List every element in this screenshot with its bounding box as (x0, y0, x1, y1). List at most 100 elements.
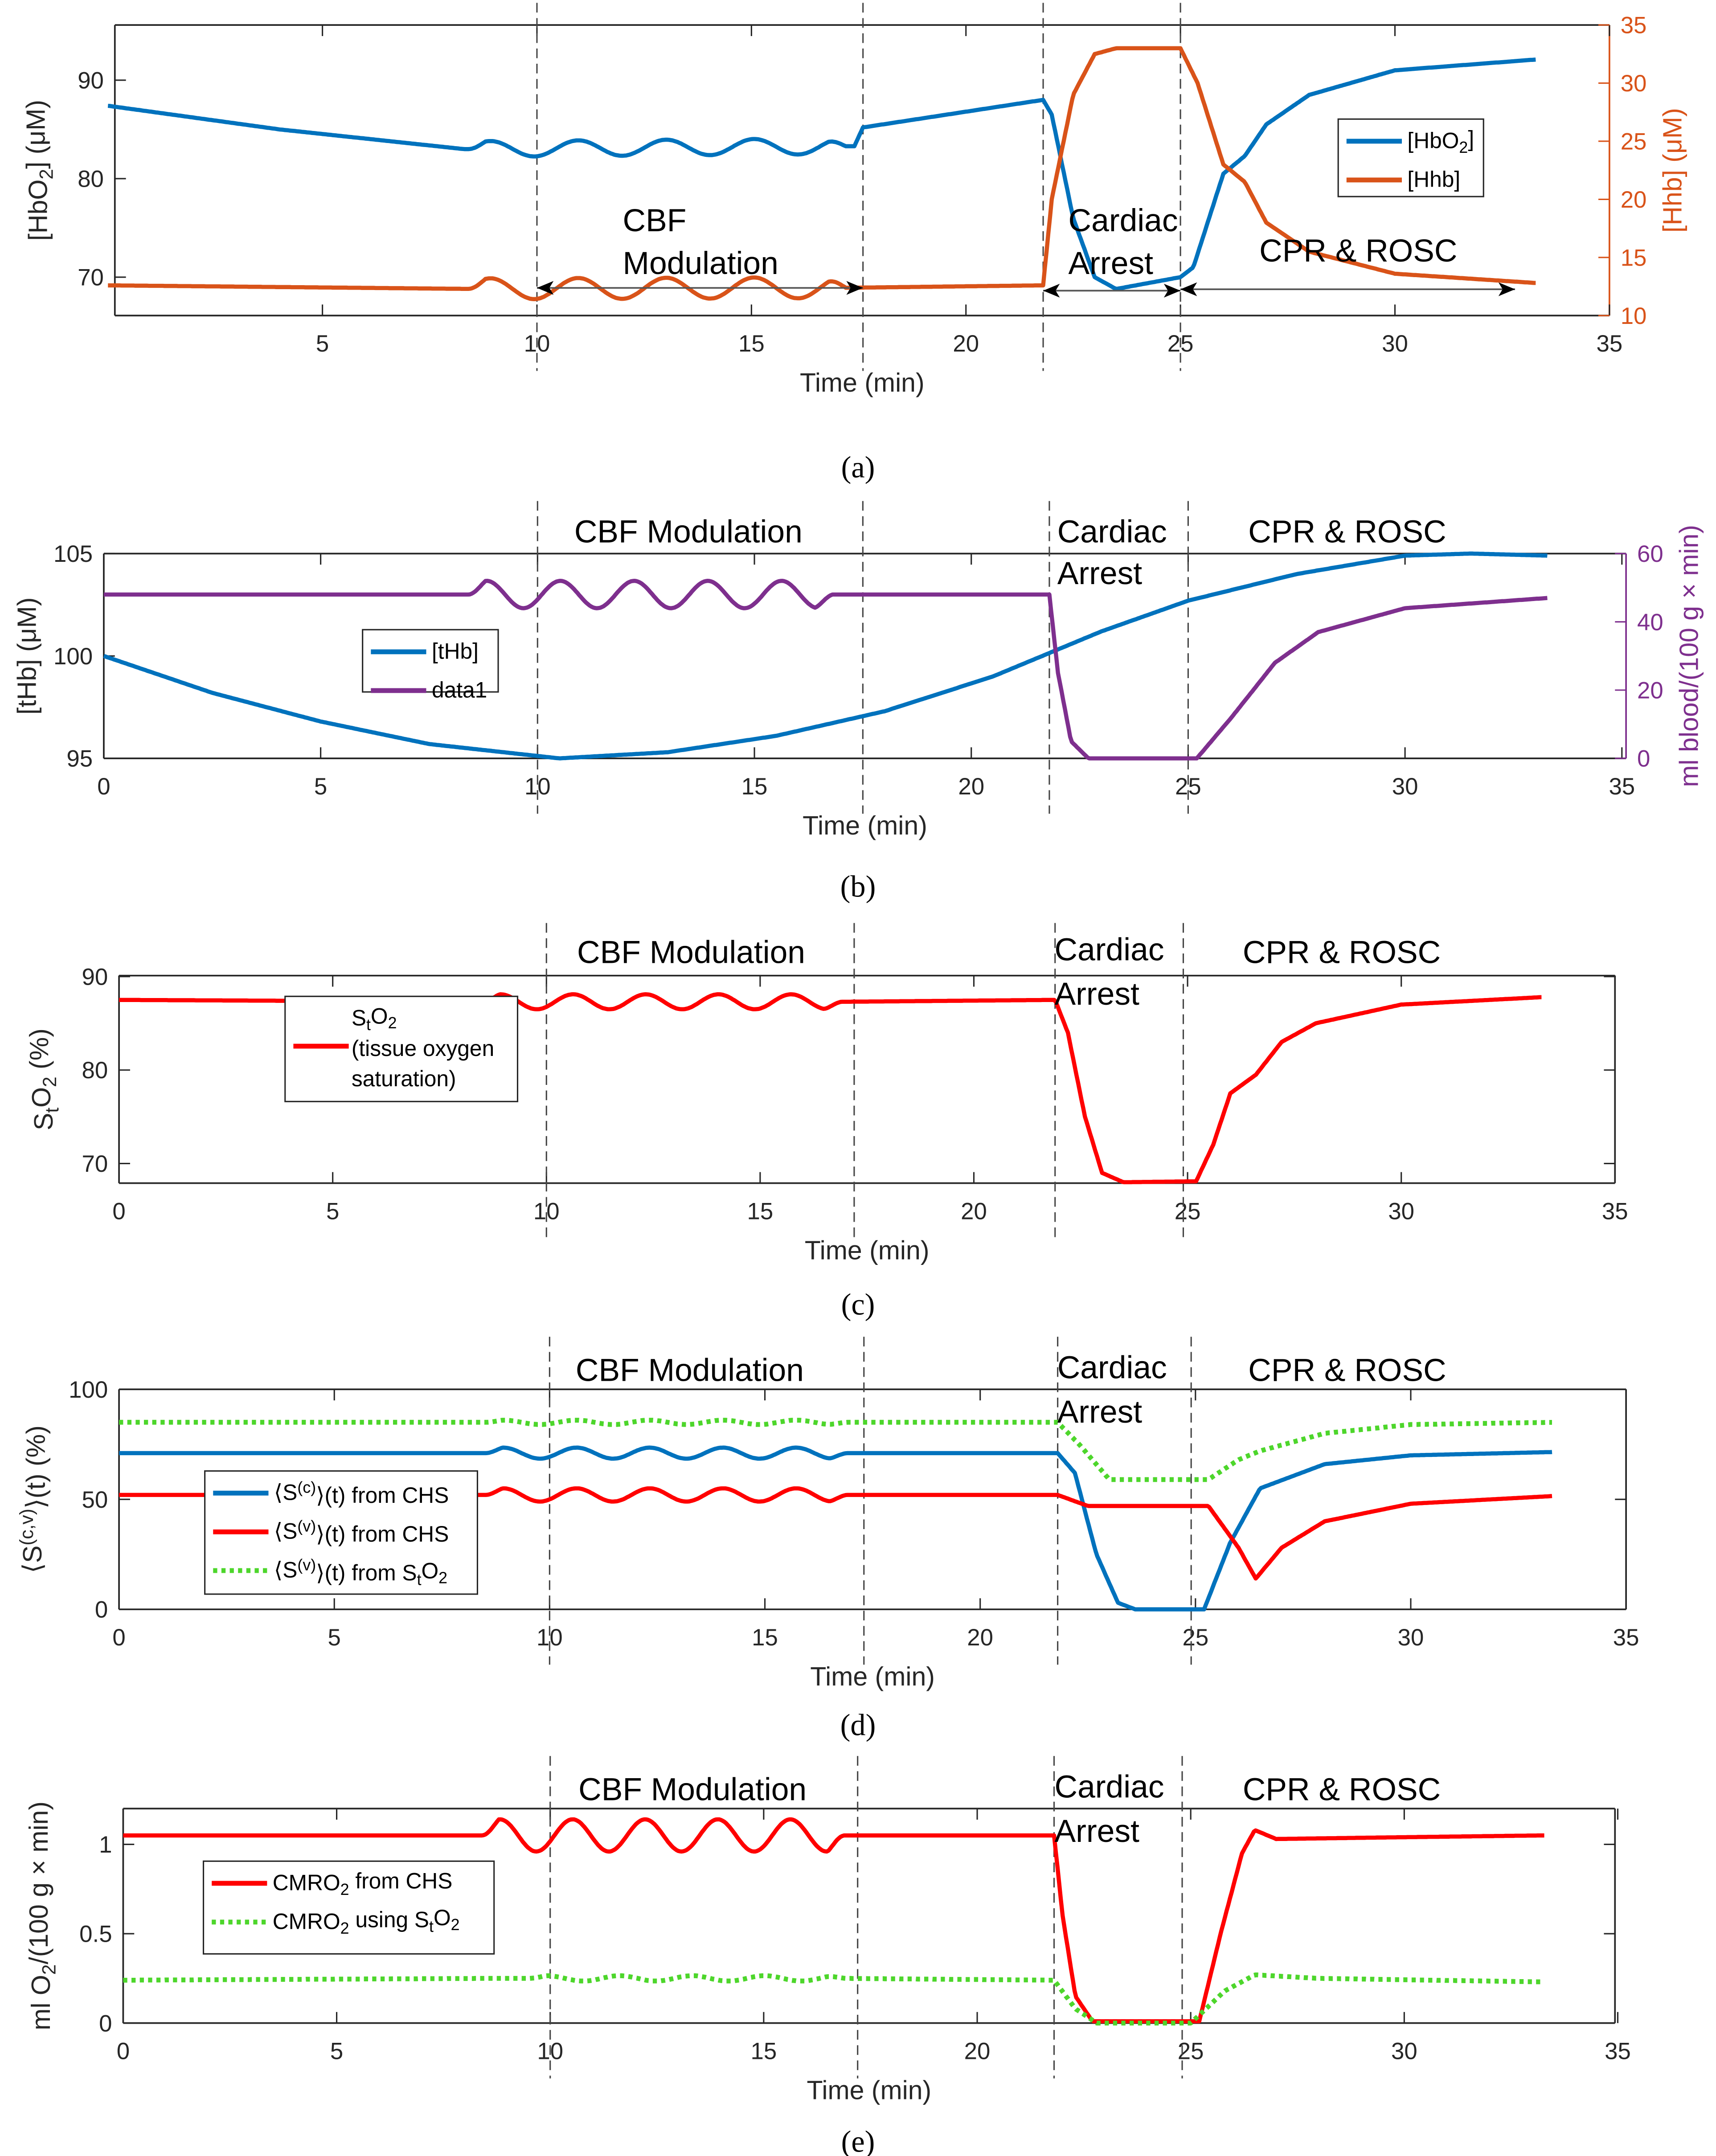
y-right-tick-label: 30 (1621, 70, 1647, 97)
y-axis-label: [tHb] (μM) (12, 597, 42, 715)
legend-label: ⟨S(c)​⟩(t) from CHS (274, 1479, 449, 1508)
series-line (123, 1817, 1545, 2024)
panel-caption: (a) (841, 450, 875, 484)
arrowhead-right-icon (1498, 282, 1515, 296)
x-tick-label: 20 (967, 1624, 993, 1651)
y-tick-label: 0 (99, 2010, 112, 2037)
series-line (103, 578, 1548, 761)
annotation-label: CBF Modulation (576, 1353, 804, 1388)
x-tick-label: 5 (326, 1198, 339, 1224)
y-tick-label: 100 (53, 643, 93, 670)
x-tick-label: 30 (1398, 1624, 1424, 1651)
y-right-tick-label: 20 (1637, 678, 1663, 704)
x-tick-label: 30 (1388, 1198, 1414, 1224)
x-axis-label: Time (min) (805, 1236, 930, 1265)
legend-box (1337, 118, 1484, 197)
legend-label: saturation) (352, 1066, 456, 1091)
x-tick-label: 35 (1602, 1198, 1628, 1224)
y-axis-right-label: ml blood/(100 g × min) (1675, 525, 1704, 787)
y-right-tick-label: 60 (1637, 541, 1663, 567)
x-axis-label: Time (min) (800, 368, 925, 397)
x-tick-label: 35 (1609, 773, 1635, 800)
annotation-label: Cardiac (1069, 203, 1178, 238)
x-tick-label: 15 (752, 1624, 778, 1651)
annotation-label: CBF Modulation (574, 514, 803, 550)
y-tick-label: 105 (53, 541, 93, 567)
legend-box (362, 629, 499, 693)
y-tick-label: 90 (78, 68, 104, 94)
x-tick-label: 20 (958, 773, 984, 800)
y-tick-label: 0.5 (79, 1921, 112, 1947)
y-tick-label: 0 (95, 1597, 108, 1623)
series-line (107, 46, 1536, 301)
y-tick-label: 70 (78, 265, 104, 291)
x-axis-label: Time (min) (803, 811, 927, 840)
panel-caption: (d) (840, 1708, 876, 1742)
legend: [HbO2​] [Hhb] (1337, 118, 1484, 197)
legend-label: [Hhb] (1407, 167, 1460, 192)
arrowhead-left-icon (537, 281, 554, 295)
x-tick-label: 15 (751, 2038, 777, 2064)
y-tick-label: 80 (82, 1057, 108, 1084)
y-tick-label: 1 (99, 1832, 112, 1858)
annotation-label: CBF (623, 203, 687, 238)
legend-label: CMRO2​ using St​O2​ (273, 1905, 460, 1937)
annotation-label: CBF Modulation (577, 935, 805, 970)
x-tick-label: 15 (738, 331, 765, 357)
annotation-label: Cardiac (1055, 1769, 1164, 1804)
annotation-label: Arrest (1055, 976, 1140, 1012)
panel-caption: (b) (840, 870, 876, 904)
annotation-label: Cardiac (1055, 932, 1164, 968)
x-tick-label: 20 (961, 1198, 987, 1224)
panel-caption: (c) (841, 1288, 875, 1321)
y-right-tick-label: 20 (1621, 187, 1647, 213)
x-tick-label: 5 (328, 1624, 341, 1651)
x-tick-label: 5 (314, 773, 327, 800)
y-right-tick-label: 0 (1637, 746, 1650, 772)
y-axis-label: [HbO2​] (μM) (21, 100, 57, 241)
legend-box (284, 995, 519, 1102)
y-tick-label: 50 (82, 1487, 108, 1513)
legend-label: ⟨S(v)​⟩(t) from CHS (274, 1518, 449, 1546)
series-line (107, 57, 1536, 291)
annotation-label: Arrest (1057, 556, 1143, 591)
x-tick-label: 0 (112, 1198, 125, 1224)
x-tick-label: 0 (97, 773, 110, 800)
y-tick-label: 80 (78, 166, 104, 192)
y-axis-label: ml O2​/(100 g × min) (24, 1801, 60, 2030)
y-tick-label: 90 (82, 964, 108, 990)
annotation-label: Cardiac (1057, 1350, 1167, 1385)
x-tick-label: 5 (330, 2038, 343, 2064)
legend: [tHb] data1 (362, 629, 499, 702)
annotation-label: Arrest (1069, 245, 1154, 281)
arrowhead-right-icon (846, 281, 863, 295)
y-axis-label: ⟨S(c,v)​⟩(t) (%) (16, 1425, 51, 1573)
series-line (119, 1445, 1552, 1612)
annotation-label: CPR & ROSC (1259, 233, 1457, 269)
x-tick-label: 15 (747, 1198, 774, 1224)
legend-label: ⟨S(v)​⟩(t) from St​O2​ (274, 1556, 447, 1589)
arrowhead-right-icon (1163, 283, 1181, 298)
x-axis-label: Time (min) (810, 1662, 935, 1691)
x-tick-label: 0 (112, 1624, 125, 1651)
legend: St​O2​(tissue oxygen saturation) (284, 995, 519, 1102)
y-right-tick-label: 25 (1621, 129, 1647, 155)
series-line (103, 551, 1548, 761)
legend-label: CMRO2​ from CHS (273, 1868, 453, 1898)
arrowhead-left-icon (1043, 283, 1060, 298)
annotation-label: CPR & ROSC (1248, 514, 1446, 550)
annotation-label: CPR & ROSC (1248, 1353, 1446, 1388)
legend-label: data1 (432, 677, 487, 702)
x-tick-label: 30 (1392, 773, 1418, 800)
legend-label: [tHb] (432, 638, 479, 663)
annotation-label: Cardiac (1057, 514, 1167, 550)
y-right-tick-label: 15 (1621, 245, 1647, 271)
arrowhead-left-icon (1180, 282, 1197, 296)
y-right-tick-label: 35 (1621, 12, 1647, 39)
y-right-tick-label: 10 (1621, 303, 1647, 329)
